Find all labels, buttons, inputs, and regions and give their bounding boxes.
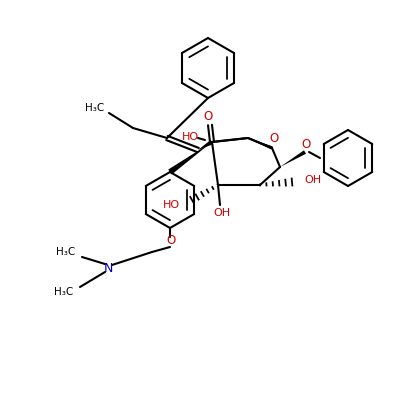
Text: O: O — [203, 110, 213, 124]
Text: HO: HO — [163, 200, 180, 210]
Text: O: O — [301, 138, 311, 150]
Text: O: O — [166, 234, 176, 248]
Polygon shape — [198, 140, 213, 150]
Text: O: O — [269, 132, 279, 146]
Polygon shape — [248, 138, 273, 150]
Text: N: N — [103, 262, 113, 274]
Text: OH: OH — [304, 175, 321, 185]
Polygon shape — [168, 142, 212, 174]
Text: H₃C: H₃C — [85, 103, 104, 113]
Text: OH: OH — [214, 208, 230, 218]
Text: HO: HO — [182, 132, 198, 142]
Polygon shape — [280, 150, 306, 167]
Text: H₃C: H₃C — [56, 247, 75, 257]
Text: H₃C: H₃C — [54, 287, 73, 297]
